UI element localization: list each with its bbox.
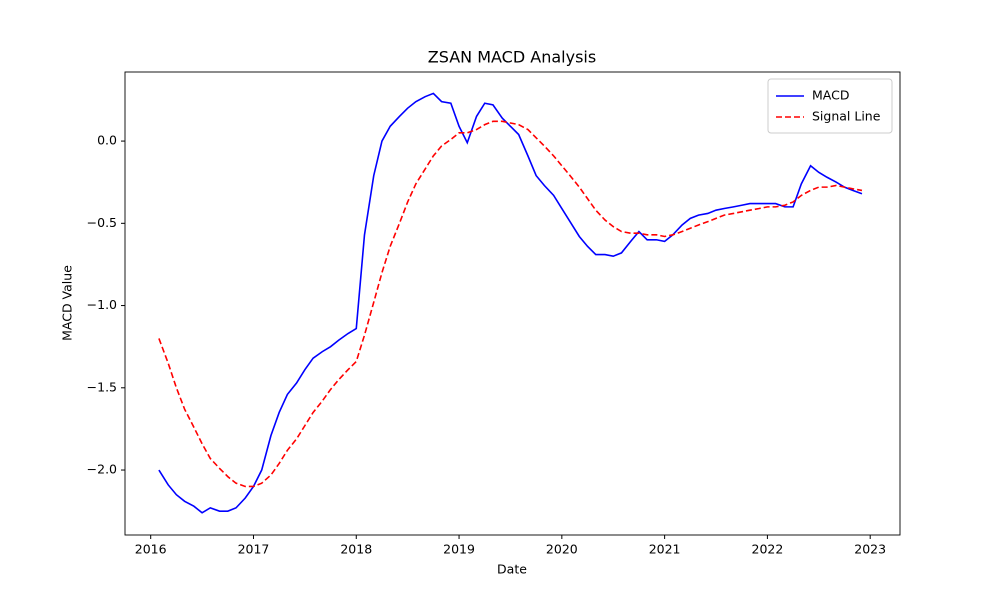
x-tick-label: 2021 (649, 542, 681, 557)
legend-box (767, 78, 893, 134)
y-tick-label: 0.0 (97, 133, 117, 148)
x-tick-label: 2016 (135, 542, 167, 557)
y-axis-label: MACD Value (60, 265, 75, 341)
x-tick-label: 2018 (340, 542, 372, 557)
x-tick-label: 2022 (752, 542, 784, 557)
chart-title: ZSAN MACD Analysis (428, 48, 596, 67)
x-tick-label: 2023 (854, 542, 886, 557)
x-tick-label: 2019 (443, 542, 475, 557)
line-series (158, 120, 863, 488)
plot-frame (124, 71, 901, 536)
y-tick-label: −0.5 (87, 215, 117, 230)
x-tick-label: 2020 (546, 542, 578, 557)
x-axis-label: Date (497, 562, 527, 577)
y-tick-label: −1.5 (87, 379, 117, 394)
legend-label: Signal Line (812, 109, 881, 124)
line-series (158, 92, 863, 514)
y-tick-label: −2.0 (87, 462, 117, 477)
x-tick-label: 2017 (238, 542, 270, 557)
y-tick-label: −1.0 (87, 297, 117, 312)
legend-label: MACD (812, 88, 849, 103)
